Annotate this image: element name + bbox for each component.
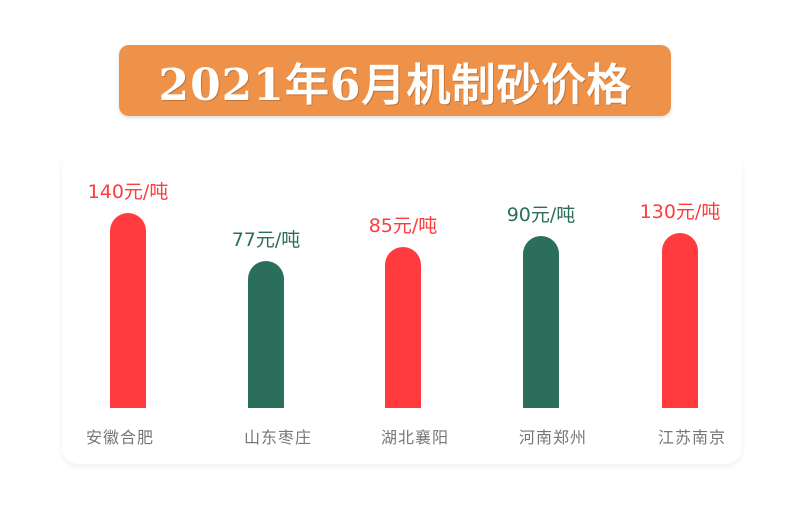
value-label: 77元/吨 (231, 229, 301, 251)
chart-title: 2021年6月机制砂价格 (158, 59, 632, 111)
value-label: 90元/吨 (506, 204, 576, 226)
category-label: 河南郑州 (518, 428, 587, 447)
category-label: 江苏南京 (657, 428, 726, 447)
value-label: 85元/吨 (368, 215, 438, 237)
title-banner: 2021年6月机制砂价格 (119, 45, 671, 116)
category-label: 山东枣庄 (243, 428, 312, 447)
bar-5 (662, 233, 698, 408)
bar-1 (110, 213, 146, 408)
bar-2 (248, 261, 284, 408)
category-label: 安徽合肥 (85, 428, 154, 447)
bar-4 (523, 236, 559, 408)
value-label: 140元/吨 (87, 181, 169, 203)
bar-3 (385, 247, 421, 408)
category-label: 湖北襄阳 (380, 428, 449, 447)
value-label: 130元/吨 (639, 201, 721, 223)
